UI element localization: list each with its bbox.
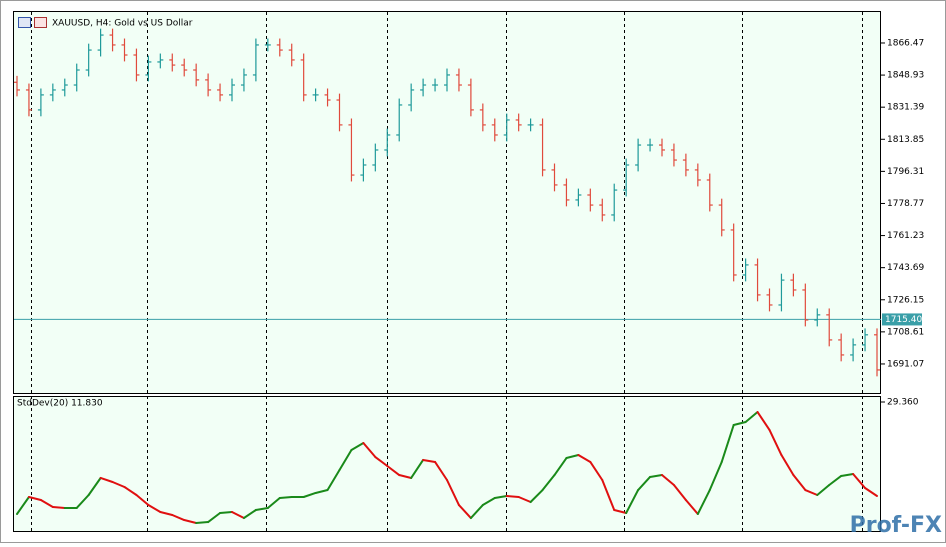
y-tick-label: 1866.47 <box>887 38 924 48</box>
indicator-segment <box>541 474 556 492</box>
indicator-segment <box>410 458 425 479</box>
indicator-segment <box>840 473 855 477</box>
indicator-segment <box>457 504 472 520</box>
indicator-segment <box>601 478 616 511</box>
watermark: Prof-FX <box>850 513 942 538</box>
indicator-segment <box>613 508 628 514</box>
indicator-segment <box>517 495 532 504</box>
current-price-label: 1715.40 <box>885 315 922 325</box>
indicator-segment <box>362 442 377 459</box>
indicator-segment <box>804 489 819 496</box>
indicator-segment <box>326 469 341 492</box>
indicator-segment <box>637 475 652 492</box>
indicator-panel <box>13 396 881 532</box>
indicator-segment <box>446 478 460 507</box>
indicator-segment <box>219 510 233 514</box>
indicator-segment <box>708 460 723 492</box>
indicator-segment <box>505 494 520 498</box>
indicator-segment <box>123 486 138 496</box>
indicator-segment <box>565 454 580 460</box>
indicator-segment <box>768 428 783 457</box>
indicator-segment <box>852 473 867 490</box>
indicator-segment <box>481 497 496 507</box>
indicator-segment <box>469 504 484 520</box>
indicator-segment <box>266 497 281 509</box>
indicator-segment <box>242 508 257 520</box>
y-tick-label: 1708.61 <box>887 327 924 337</box>
y-tick-label: 1848.93 <box>887 71 924 81</box>
indicator-segment <box>159 510 174 517</box>
indicator-segment <box>111 481 126 489</box>
indicator-segment <box>672 484 687 502</box>
indicator-segment <box>398 474 413 479</box>
y-tick-label: 1691.07 <box>887 359 924 369</box>
indicator-segment <box>780 454 795 477</box>
indicator-title: StdDev(20) 11.830 <box>17 399 103 409</box>
y-tick-label: 1761.23 <box>887 231 924 241</box>
y-tick-label: 1813.85 <box>887 135 924 145</box>
indicator-segment <box>39 499 54 508</box>
indicator-segment <box>386 465 401 477</box>
y-tick-label: 1796.31 <box>887 167 924 177</box>
indicator-segment <box>135 493 150 507</box>
indicator-segment <box>816 484 831 496</box>
indicator-segment <box>589 460 604 481</box>
indicator-segment <box>147 504 162 513</box>
indicator-segment <box>278 495 293 499</box>
indicator-segment <box>684 499 699 515</box>
indicator-segment <box>302 491 317 498</box>
indicator-segment <box>51 505 66 509</box>
indicator-segment <box>195 521 210 524</box>
indicator-segment <box>649 474 663 478</box>
y-tick-label: 29.360 <box>887 398 919 408</box>
indicator-segment <box>171 514 186 522</box>
separators <box>31 12 863 531</box>
indicator-segment <box>828 474 843 487</box>
indicator-segment <box>338 449 353 472</box>
indicator-segment <box>75 493 90 509</box>
y-tick-label: 1726.15 <box>887 295 924 305</box>
indicator-segment <box>696 489 711 515</box>
chart-title: XAUUSD, H4: Gold vs US Dollar <box>52 19 193 29</box>
indicator-segment <box>661 474 675 487</box>
symbol-icon <box>18 17 47 28</box>
current-price-box <box>882 313 922 326</box>
indicator-segment <box>254 506 269 511</box>
y-tick-label: 1778.77 <box>887 199 924 209</box>
indicator-segment <box>744 411 759 424</box>
indicator-segment <box>529 489 544 504</box>
indicator-segment <box>27 495 42 502</box>
indicator-segment <box>864 487 878 497</box>
y-tick-label: 1743.69 <box>887 263 924 273</box>
indicator-segment <box>87 476 102 496</box>
indicator-segment <box>756 411 771 431</box>
y-tick-label: 1831.39 <box>887 103 924 113</box>
indicator-segment <box>183 519 198 524</box>
indicator-segment <box>207 511 222 524</box>
indicator-segment <box>625 489 640 514</box>
indicator-segment <box>350 442 365 451</box>
indicator-segment <box>422 458 437 463</box>
indicator-segment <box>792 474 807 492</box>
indicator-segment <box>374 456 389 467</box>
indicator-segment <box>577 454 592 463</box>
indicator-segment <box>720 424 735 463</box>
indicator-segment <box>231 510 245 520</box>
indicator-segment <box>493 494 508 499</box>
indicator-segment <box>732 421 747 427</box>
indicator-segment <box>553 457 568 477</box>
indicator-segment <box>314 489 329 494</box>
indicator-segment <box>16 495 30 515</box>
indicator-segment <box>99 476 114 483</box>
indicator-segment <box>434 460 448 481</box>
